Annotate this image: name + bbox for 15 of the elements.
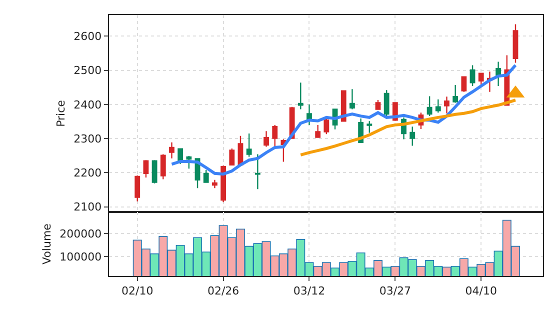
y-axis-title: Volume <box>40 223 54 264</box>
y-axis-title: Price <box>54 100 68 127</box>
x-tick-label: 02/10 <box>122 284 154 298</box>
y-tick-label: 2600 <box>74 30 102 44</box>
y-tick-label: 2400 <box>74 98 102 112</box>
x-tick-label: 02/26 <box>207 284 240 298</box>
y-tick-label: 200000 <box>60 228 102 241</box>
y-tick-label: 2300 <box>74 132 102 146</box>
y-tick-label: 2500 <box>74 64 102 78</box>
y-tick-label: 100000 <box>60 250 102 264</box>
x-tick-label: 03/27 <box>379 284 412 298</box>
y-tick-label: 2100 <box>74 200 102 214</box>
x-tick-label: 03/12 <box>293 284 326 298</box>
y-tick-label: 2200 <box>74 166 102 180</box>
x-tick-label: 04/10 <box>465 284 497 298</box>
